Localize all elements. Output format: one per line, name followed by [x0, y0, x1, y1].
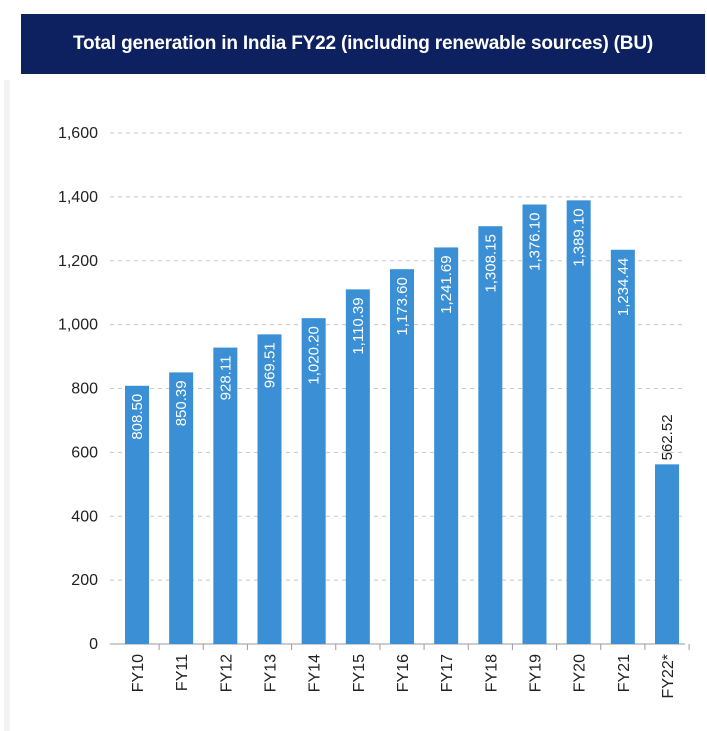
bar	[478, 226, 503, 644]
bar	[301, 318, 326, 644]
bar	[655, 464, 679, 644]
bar	[169, 372, 194, 644]
bar	[257, 334, 282, 644]
x-tick-label: FY10	[130, 654, 147, 692]
bar-value-label: 808.50	[129, 394, 146, 440]
bar-value-label: 1,110.39	[350, 297, 367, 354]
chart-title: Total generation in India FY22 (includin…	[73, 33, 653, 54]
bar	[522, 204, 547, 644]
x-tick-label: FY17	[439, 654, 456, 692]
bar-value-label: 1,308.15	[482, 234, 499, 292]
x-tick-label: FY13	[263, 654, 280, 692]
x-tick-label: FY18	[483, 654, 500, 692]
bar	[125, 385, 149, 644]
bar	[566, 200, 591, 644]
bar-value-label: 850.39	[173, 380, 190, 426]
bar-value-label: 1,376.10	[527, 213, 544, 271]
x-tick-label: FY22*	[660, 654, 677, 698]
y-tick-label: 1,000	[58, 317, 98, 334]
y-tick-label: 400	[71, 508, 98, 525]
x-tick-label: FY19	[528, 654, 545, 692]
bar-value-label: 562.52	[659, 414, 676, 460]
bar	[345, 289, 370, 644]
y-tick-label: 800	[71, 381, 98, 398]
bar-value-label: 928.11	[217, 356, 234, 401]
bar	[434, 247, 459, 645]
chart-header: Total generation in India FY22 (includin…	[21, 14, 705, 74]
y-tick-label: 1,400	[58, 189, 98, 206]
bar	[610, 249, 635, 644]
y-tick-label: 600	[71, 444, 98, 461]
bar-value-label: 1,389.10	[571, 208, 588, 266]
x-tick-label: FY14	[307, 654, 324, 692]
y-tick-label: 0	[89, 636, 98, 653]
bar	[390, 269, 414, 644]
y-tick-label: 1,600	[58, 125, 98, 142]
x-tick-label: FY16	[395, 654, 412, 692]
bar-value-label: 1,020.20	[306, 326, 323, 384]
x-tick-label: FY20	[572, 654, 589, 692]
bar-value-label: 969.51	[262, 342, 279, 388]
x-tick-label: FY15	[351, 654, 368, 692]
bar-value-label: 1,241.69	[438, 255, 455, 313]
y-tick-label: 1,200	[58, 253, 98, 270]
panel-border	[4, 80, 10, 731]
y-tick-label: 200	[71, 572, 98, 589]
bar-value-label: 1,234.44	[615, 258, 632, 316]
x-tick-label: FY12	[218, 654, 235, 692]
bar	[213, 347, 238, 644]
x-tick-label: FY21	[616, 654, 633, 692]
bar-value-label: 1,173.60	[394, 277, 411, 335]
x-tick-label: FY11	[174, 654, 191, 691]
